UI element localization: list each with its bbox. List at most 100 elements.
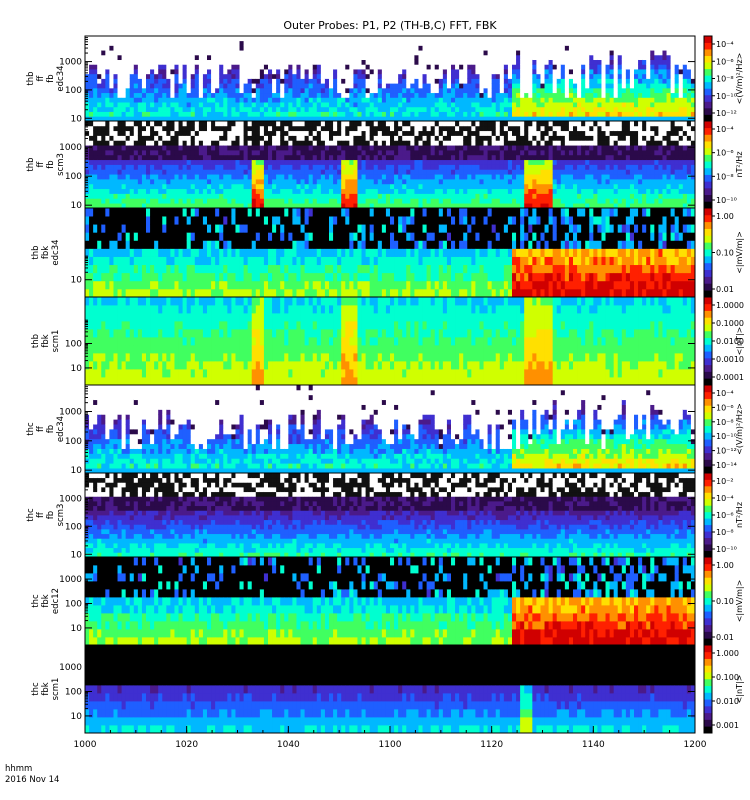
heatmap-cell — [463, 130, 468, 136]
heatmap-cell — [105, 154, 110, 161]
heatmap-cell — [263, 92, 269, 98]
heatmap-cell — [186, 97, 192, 103]
heatmap-cell — [272, 87, 277, 94]
heatmap-cell — [414, 169, 419, 175]
heatmap-cell — [247, 36, 253, 42]
heatmap-cell — [365, 164, 371, 170]
heatmap-cell — [272, 193, 277, 199]
heatmap-cell — [426, 92, 432, 98]
heatmap-cell — [113, 102, 118, 108]
heatmap-cell — [207, 198, 212, 204]
heatmap-cell — [451, 140, 456, 146]
heatmap-cell — [585, 183, 590, 190]
heatmap-cell — [495, 64, 501, 70]
heatmap-cell — [471, 83, 476, 89]
heatmap-cell — [284, 45, 289, 51]
heatmap-cell — [259, 188, 265, 194]
heatmap-cell — [650, 116, 655, 122]
heatmap-cell — [312, 154, 318, 161]
heatmap-cell — [642, 78, 647, 84]
heatmap-cell — [194, 40, 200, 46]
heatmap-cell — [105, 54, 110, 61]
heatmap-cell — [528, 69, 533, 75]
heatmap-cell — [239, 140, 244, 146]
heatmap-cell — [617, 83, 623, 89]
heatmap-cell — [479, 92, 484, 98]
heatmap-cell — [324, 36, 330, 42]
heatmap-cell — [357, 198, 362, 204]
heatmap-cell — [162, 121, 167, 127]
heatmap-cell — [308, 150, 314, 156]
heatmap-cell — [215, 169, 220, 175]
heatmap-cell — [296, 179, 301, 185]
heatmap-cell — [524, 59, 529, 65]
heatmap-cell — [117, 121, 122, 127]
heatmap-cell — [162, 106, 167, 112]
heatmap-cell — [202, 50, 208, 56]
heatmap-cell — [434, 179, 440, 185]
heatmap-cell — [268, 121, 273, 127]
heatmap-cell — [288, 78, 293, 84]
heatmap-cell — [390, 179, 395, 185]
heatmap-cell — [467, 54, 472, 61]
heatmap-cell — [109, 125, 114, 132]
heatmap-cell — [373, 97, 379, 103]
heatmap-cell — [349, 193, 354, 199]
heatmap-cell — [634, 97, 639, 103]
heatmap-cell — [434, 174, 440, 180]
heatmap-cell — [536, 83, 541, 89]
heatmap-cell — [434, 40, 440, 46]
heatmap-cell — [686, 73, 692, 79]
heatmap-cell — [516, 125, 521, 132]
heatmap-cell — [280, 50, 285, 56]
heatmap-cell — [381, 198, 387, 204]
heatmap-cell — [93, 135, 98, 141]
heatmap-cell — [410, 130, 415, 136]
heatmap-cell — [357, 36, 362, 42]
heatmap-cell — [487, 203, 493, 209]
heatmap-cell — [255, 97, 261, 103]
heatmap-cell — [499, 106, 505, 112]
heatmap-cell — [190, 78, 196, 84]
heatmap-cell — [491, 154, 497, 161]
colorbar-swatch — [704, 55, 712, 63]
heatmap-cell — [540, 203, 545, 209]
heatmap-cell — [536, 64, 541, 70]
heatmap-cell — [682, 69, 688, 75]
heatmap-cell — [146, 36, 151, 42]
heatmap-cell — [129, 125, 135, 132]
heatmap-cell — [418, 169, 423, 175]
heatmap-cell — [532, 50, 537, 56]
heatmap-cell — [585, 150, 590, 156]
heatmap-cell — [259, 54, 265, 61]
heatmap-cell — [418, 69, 423, 75]
heatmap-cell — [93, 179, 98, 185]
heatmap-cell — [333, 92, 338, 98]
heatmap-cell — [446, 54, 452, 61]
heatmap-cell — [117, 87, 122, 94]
heatmap-cell — [308, 203, 314, 209]
heatmap-cell — [109, 40, 114, 46]
heatmap-cell — [617, 73, 623, 79]
heatmap-cell — [154, 150, 159, 156]
heatmap-cell — [166, 169, 171, 175]
heatmap-cell — [479, 73, 484, 79]
heatmap-cell — [438, 150, 444, 156]
heatmap-cell — [194, 87, 200, 94]
heatmap-cell — [495, 97, 501, 103]
heatmap-cell — [146, 78, 151, 84]
heatmap-cell — [373, 188, 379, 194]
heatmap-cell — [243, 36, 249, 42]
heatmap-cell — [402, 116, 407, 122]
heatmap-cell — [605, 50, 610, 56]
heatmap-cell — [593, 83, 598, 89]
heatmap-cell — [247, 59, 253, 65]
heatmap-cell — [141, 164, 147, 170]
heatmap-cell — [528, 130, 533, 136]
heatmap-cell — [495, 54, 501, 61]
heatmap-cell — [129, 83, 135, 89]
heatmap-cell — [158, 87, 163, 94]
heatmap-cell — [520, 140, 525, 146]
heatmap-cell — [186, 135, 192, 141]
